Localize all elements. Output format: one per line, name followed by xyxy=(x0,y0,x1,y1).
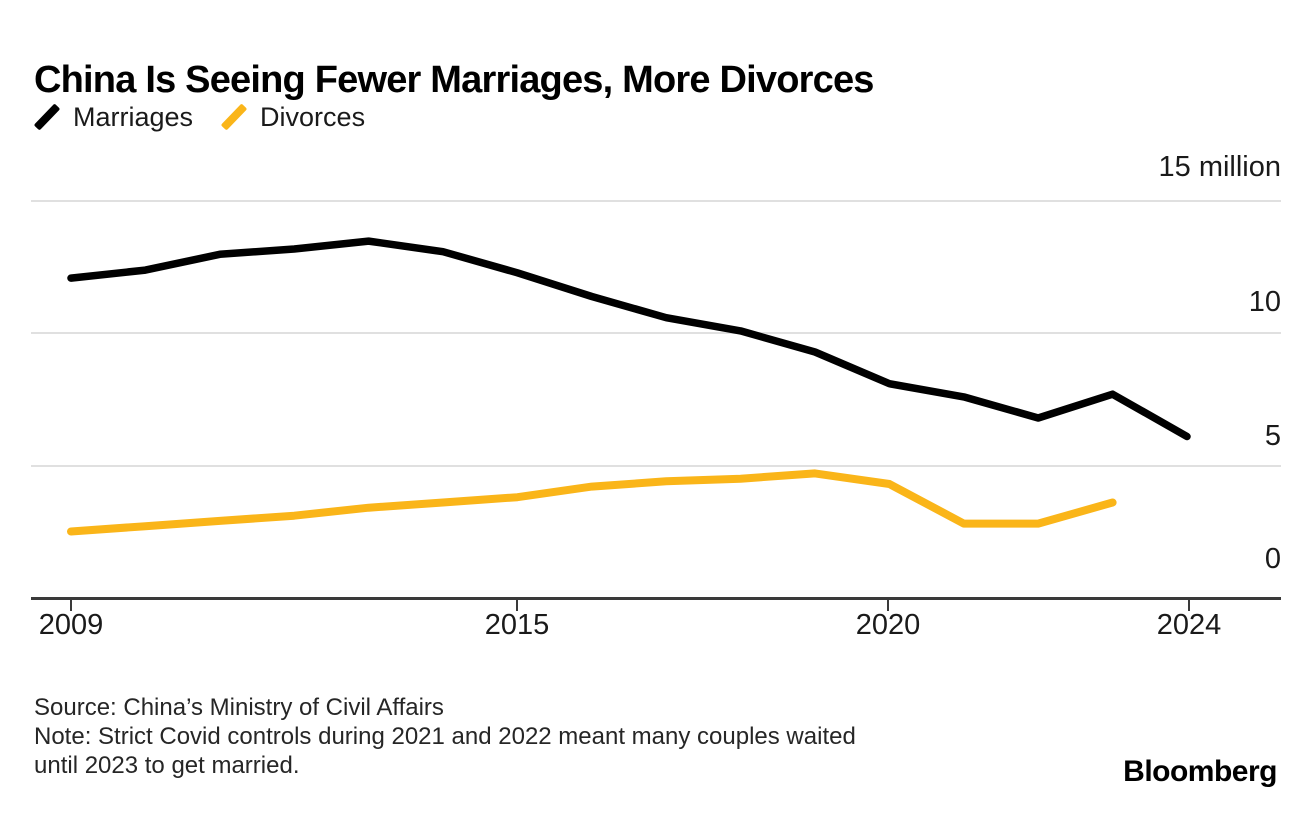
x-axis-label-2015: 2015 xyxy=(484,609,550,641)
y-axis-label-0: 0 xyxy=(1264,543,1281,575)
y-axis-label-5: 5 xyxy=(1264,420,1281,452)
gridline-5m xyxy=(31,465,1281,467)
note-text-line2: until 2023 to get married. xyxy=(34,752,300,779)
y-axis-label-15-million: 15 million xyxy=(1158,151,1282,183)
legend: Marriages Divorces xyxy=(32,101,365,133)
marriages-line xyxy=(67,237,1191,441)
source-text: Source: China’s Ministry of Civil Affair… xyxy=(34,694,444,721)
marriages-line-icon xyxy=(32,101,62,133)
bloomberg-logo: Bloomberg xyxy=(1123,755,1277,788)
page-title: China Is Seeing Fewer Marriages, More Di… xyxy=(34,59,874,102)
x-axis-label-2009: 2009 xyxy=(38,609,104,641)
legend-label-divorces: Divorces xyxy=(260,101,366,132)
gridline-15m xyxy=(31,200,1281,202)
divorces-line-icon xyxy=(219,101,249,133)
legend-item-marriages: Marriages xyxy=(32,101,193,133)
x-tick-2009 xyxy=(70,600,72,611)
gridline-10m xyxy=(31,332,1281,334)
legend-item-divorces: Divorces xyxy=(219,101,365,133)
x-tick-2020 xyxy=(887,600,889,611)
footer-notes: Source: China’s Ministry of Civil Affair… xyxy=(34,693,856,780)
x-axis-label-2024: 2024 xyxy=(1156,609,1222,641)
x-axis-line xyxy=(31,597,1281,600)
x-tick-2024 xyxy=(1188,600,1190,611)
divorces-line xyxy=(67,469,1117,536)
note-text-line1: Note: Strict Covid controls during 2021 … xyxy=(34,723,856,750)
y-axis-label-10: 10 xyxy=(1248,286,1281,318)
legend-label-marriages: Marriages xyxy=(73,101,194,132)
x-axis-label-2020: 2020 xyxy=(855,609,921,641)
x-tick-2015 xyxy=(516,600,518,611)
